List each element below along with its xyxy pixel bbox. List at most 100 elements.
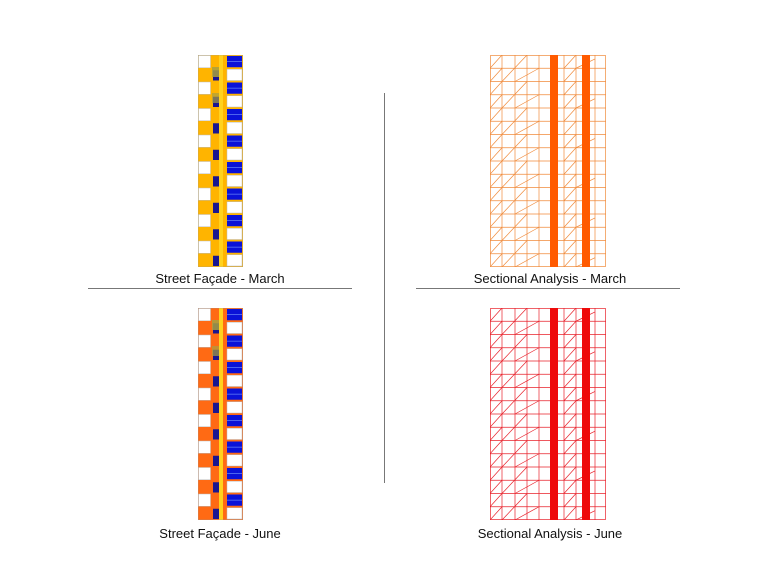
section-diagonal (490, 347, 503, 362)
section-diagonal (501, 360, 528, 388)
section-diagonal (490, 240, 503, 254)
facade-window-light (226, 322, 243, 334)
section-diagonal (501, 240, 528, 267)
section-diagonal (514, 253, 540, 267)
section-diagonal (563, 107, 577, 122)
facade-window-light (198, 81, 211, 95)
section-diagonal (490, 400, 503, 415)
horizontal-divider-right (416, 288, 680, 289)
section-diagonal (490, 480, 503, 494)
section-diagonal (490, 321, 503, 335)
section-diagonal (490, 413, 503, 428)
section-diagonal (514, 347, 540, 362)
section-diagonal (563, 121, 577, 135)
section-diagonal (563, 480, 577, 494)
facade-window-light (198, 187, 211, 201)
facade-window-light (226, 428, 243, 440)
facade-dark-cell (213, 255, 219, 266)
section-diagonal (514, 426, 540, 441)
section-diagonal (490, 187, 503, 201)
section-diagonal (563, 453, 577, 468)
section-diagonal (501, 493, 528, 520)
facade-dark-cell (213, 429, 219, 440)
section-diagonal (490, 227, 503, 241)
section-diagonal (501, 440, 528, 468)
section-diagonal (490, 174, 503, 188)
section-diagonal (514, 453, 540, 468)
section-diagonal (514, 120, 540, 135)
section-diagonal (563, 413, 577, 428)
caption-sectional-analysis-march: Sectional Analysis - March (473, 271, 627, 286)
section-diagonal (563, 174, 577, 188)
section-diagonal (490, 453, 503, 468)
section-diagonal (501, 55, 528, 82)
section-diagonal (490, 107, 503, 122)
facade-dark-cell (213, 202, 219, 213)
facade-dark-cell (213, 482, 219, 493)
section-diagonal (501, 134, 528, 162)
facade-center-stripe (219, 308, 223, 520)
facade-window-light (226, 507, 243, 520)
section-diagonal (501, 160, 528, 188)
section-diagonal (490, 81, 503, 95)
section-diagonal (563, 134, 577, 148)
section-diagonal (490, 493, 503, 507)
section-diagonal (563, 187, 577, 201)
facade-window-light (226, 122, 243, 134)
facade-window-light (198, 161, 211, 174)
facade-window-light (198, 108, 211, 121)
section-diagonal (563, 81, 577, 95)
facade-window-light (226, 95, 243, 108)
sectional-analysis-june-diagram (490, 308, 606, 520)
section-diagonal (563, 387, 577, 401)
caption-sectional-analysis-june: Sectional Analysis - June (477, 526, 623, 541)
section-diagonal (490, 387, 503, 401)
section-diagonal (490, 213, 503, 228)
street-facade-march-diagram (198, 55, 243, 267)
horizontal-divider-left (88, 288, 352, 289)
section-diagonal (514, 147, 540, 162)
facade-dark-cell (213, 123, 219, 134)
section-diagonal (563, 440, 577, 454)
section-diagonal (501, 213, 528, 241)
facade-window-light (226, 254, 243, 267)
facade-window-light (198, 214, 211, 227)
street-facade-june-diagram (198, 308, 243, 520)
section-column (582, 308, 590, 520)
section-diagonal (563, 160, 577, 175)
section-diagonal (514, 226, 540, 241)
section-column (550, 55, 558, 267)
facade-window-light (226, 348, 243, 361)
facade-shade-spot (212, 67, 219, 77)
section-diagonal (563, 55, 577, 69)
section-diagonal (563, 374, 577, 388)
facade-window-light (198, 134, 211, 148)
section-diagonal (514, 67, 540, 82)
section-diagonal (514, 400, 540, 415)
section-diagonal (563, 360, 577, 375)
facade-window-light (198, 467, 211, 480)
section-diagonal (490, 121, 503, 135)
facade-window-light (226, 175, 243, 187)
section-diagonal (563, 321, 577, 335)
section-diagonal (490, 506, 503, 520)
section-diagonal (563, 94, 577, 109)
section-diagonal (490, 68, 503, 82)
section-diagonal (490, 427, 503, 441)
facade-center-stripe (219, 55, 223, 267)
section-diagonal (490, 334, 503, 348)
facade-dark-cell (213, 376, 219, 387)
section-diagonal (563, 240, 577, 254)
facade-window-light (226, 401, 243, 414)
facade-shade-spot (212, 320, 219, 330)
section-diagonal (501, 413, 528, 441)
section-diagonal (490, 55, 503, 69)
section-diagonal (501, 81, 528, 109)
facade-shade-spot (212, 346, 219, 356)
section-diagonal (563, 227, 577, 241)
section-diagonal (490, 147, 503, 162)
section-diagonal (490, 466, 503, 481)
caption-street-facade-march: Street Façade - March (155, 271, 285, 286)
section-diagonal (514, 320, 540, 335)
facade-window-light (198, 308, 211, 321)
